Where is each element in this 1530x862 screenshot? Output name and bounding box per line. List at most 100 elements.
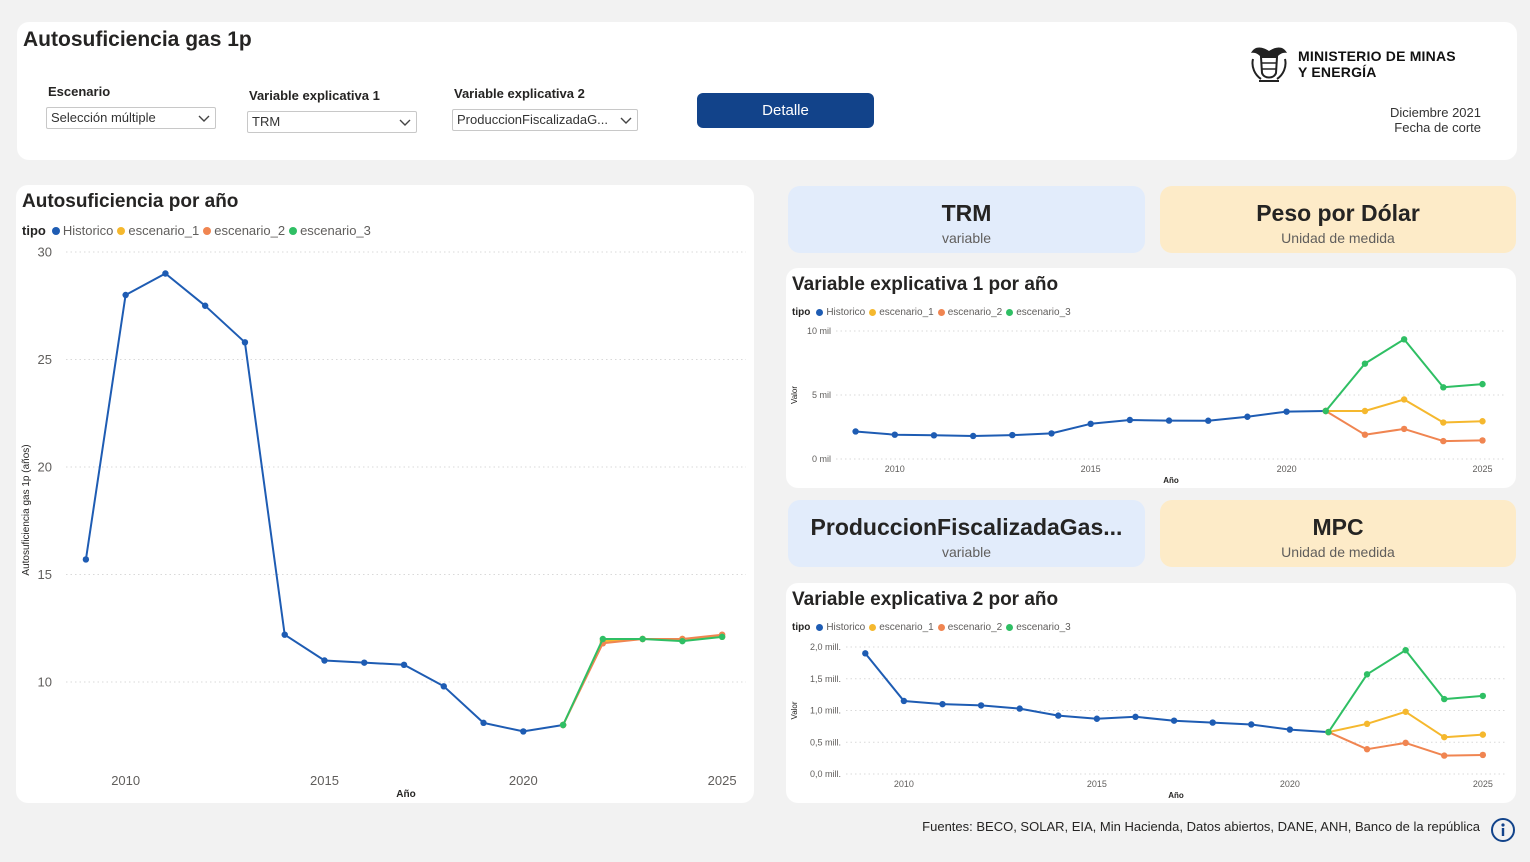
legend-title: tipo bbox=[22, 223, 46, 238]
x-tick-label: 2015 bbox=[1087, 779, 1107, 789]
data-point-historico bbox=[201, 302, 209, 309]
data-point-historico bbox=[891, 431, 898, 438]
legend-item-escenario-2[interactable]: escenario_2 bbox=[937, 307, 1003, 318]
y-tick-label: 20 bbox=[38, 460, 52, 475]
kpi-value: Peso por Dólar bbox=[1256, 200, 1420, 226]
legend-label: Historico bbox=[826, 307, 866, 318]
data-point-escenario-3 bbox=[1479, 380, 1486, 388]
x-tick-label: 2020 bbox=[1277, 464, 1297, 474]
kpi-label: Unidad de medida bbox=[1281, 544, 1395, 560]
data-point-escenario-1 bbox=[1400, 396, 1408, 403]
ministry-name-line2: Y ENERGÍA bbox=[1298, 64, 1377, 80]
legend-item-escenario-1[interactable]: escenario_1 bbox=[869, 307, 934, 318]
y-tick-label: 1,5 mill. bbox=[810, 674, 841, 684]
y-tick-label: 2,0 mill. bbox=[810, 642, 841, 652]
series-line-escenario-3 bbox=[1327, 649, 1483, 733]
data-point-escenario-3 bbox=[1325, 728, 1332, 736]
legend-marker bbox=[51, 226, 60, 235]
cutoff-date: Diciembre 2021 Fecha de corte bbox=[1390, 105, 1481, 135]
chart-legend: tipo Historico escenario_1 escenario_2 escen… bbox=[792, 622, 1075, 633]
header-panel: Autosuficiencia gas 1p Escenario Selecci… bbox=[17, 22, 1517, 160]
data-point-historico bbox=[930, 432, 938, 439]
unit1-kpi-card: Peso por Dólar Unidad de medida bbox=[1160, 186, 1516, 253]
legend-title: tipo bbox=[792, 622, 811, 633]
legend-item-escenario-1[interactable]: escenario_1 bbox=[117, 223, 199, 238]
data-point-historico bbox=[440, 683, 447, 690]
legend-item-escenario-3[interactable]: escenario_3 bbox=[289, 223, 371, 238]
data-point-historico bbox=[480, 719, 487, 727]
legend-item-escenario-3[interactable]: escenario_3 bbox=[1006, 307, 1071, 318]
legend-item-escenario-1[interactable]: escenario_1 bbox=[869, 622, 934, 633]
legend-marker bbox=[869, 624, 877, 631]
legend-marker bbox=[203, 226, 212, 235]
x-tick-label: 2010 bbox=[885, 464, 905, 474]
x-tick-label: 2015 bbox=[310, 773, 339, 788]
data-point-historico bbox=[122, 291, 129, 299]
legend-label: escenario_1 bbox=[879, 307, 934, 318]
cutoff-date-label: Fecha de corte bbox=[1394, 120, 1481, 135]
kpi-label: variable bbox=[941, 544, 992, 560]
legend-item-historico[interactable]: Historico bbox=[816, 307, 865, 318]
data-point-escenario-3 bbox=[1479, 692, 1487, 700]
data-point-historico bbox=[321, 657, 328, 664]
variable1-dropdown-value: TRM bbox=[252, 114, 281, 129]
data-point-escenario-1 bbox=[1479, 418, 1486, 425]
unit2-kpi-card: MPC Unidad de medida bbox=[1160, 500, 1516, 567]
x-axis-title: Año bbox=[396, 789, 415, 800]
x-tick-label: 2025 bbox=[1472, 464, 1492, 474]
data-point-historico bbox=[1248, 721, 1255, 728]
y-tick-label: 1,0 mill. bbox=[810, 706, 841, 716]
detail-button[interactable]: Detalle bbox=[697, 93, 874, 128]
legend-label: Historico bbox=[62, 223, 114, 238]
data-point-escenario-3 bbox=[1322, 407, 1329, 415]
data-point-historico bbox=[939, 700, 946, 708]
data-point-historico bbox=[1126, 416, 1134, 424]
info-icon[interactable] bbox=[1490, 817, 1516, 843]
kpi-value: MPC bbox=[1312, 514, 1364, 540]
kpi-label: variable bbox=[941, 230, 992, 246]
variable2-chart-card: Variable explicativa 2 por año tipo Histo… bbox=[786, 583, 1516, 803]
variable1-kpi-card: TRM variable bbox=[788, 186, 1145, 253]
series-line-escenario-1 bbox=[1325, 398, 1483, 424]
legend-item-historico[interactable]: Historico bbox=[816, 622, 865, 633]
x-tick-label: 2015 bbox=[1081, 464, 1101, 474]
data-point-escenario-3 bbox=[718, 633, 726, 641]
y-tick-label: 10 bbox=[38, 675, 52, 690]
scenario-filter-label: Escenario bbox=[48, 84, 111, 99]
data-point-historico bbox=[82, 556, 90, 563]
variable2-filter-label: Variable explicativa 2 bbox=[454, 86, 585, 101]
sources-footnote: Fuentes: BECO, SOLAR, EIA, Min Hacienda,… bbox=[922, 819, 1480, 834]
legend-item-historico[interactable]: Historico bbox=[51, 223, 114, 238]
legend-marker bbox=[816, 624, 824, 631]
legend-item-escenario-3[interactable]: escenario_3 bbox=[1006, 622, 1071, 633]
legend-item-escenario-2[interactable]: escenario_2 bbox=[937, 622, 1002, 633]
chevron-down-icon bbox=[399, 119, 411, 126]
data-point-historico bbox=[1205, 417, 1212, 424]
variable1-dropdown[interactable]: TRM bbox=[247, 111, 417, 133]
data-point-historico bbox=[1048, 430, 1055, 437]
data-point-historico bbox=[1283, 408, 1290, 415]
data-point-historico bbox=[1016, 705, 1023, 712]
legend-label: escenario_2 bbox=[947, 307, 1003, 318]
data-point-historico bbox=[1132, 713, 1139, 721]
variable2-dropdown[interactable]: ProduccionFiscalizadaG... bbox=[452, 109, 638, 131]
x-axis-title: Año bbox=[1168, 791, 1184, 800]
legend-label: escenario_3 bbox=[1016, 307, 1071, 318]
data-point-escenario-1 bbox=[1441, 733, 1448, 741]
legend-marker bbox=[117, 226, 126, 235]
data-point-escenario-3 bbox=[1400, 336, 1408, 343]
data-point-escenario-3 bbox=[1363, 671, 1371, 678]
chart-title: Autosuficiencia por año bbox=[22, 191, 239, 212]
data-point-escenario-2 bbox=[1441, 752, 1448, 759]
y-tick-label: 25 bbox=[38, 352, 52, 367]
variable2-kpi-card: ProduccionFiscalizadaGas... variable bbox=[788, 500, 1145, 567]
legend-item-escenario-2[interactable]: escenario_2 bbox=[203, 223, 285, 238]
legend-label: escenario_2 bbox=[214, 223, 286, 238]
data-point-historico bbox=[1087, 420, 1094, 427]
y-tick-label: 5 mil bbox=[812, 390, 831, 400]
cutoff-date-value: Diciembre 2021 bbox=[1389, 105, 1481, 120]
data-point-historico bbox=[520, 728, 527, 735]
scenario-dropdown[interactable]: Selección múltiple bbox=[46, 107, 216, 129]
chart-title: Variable explicativa 1 por año bbox=[792, 274, 1059, 295]
